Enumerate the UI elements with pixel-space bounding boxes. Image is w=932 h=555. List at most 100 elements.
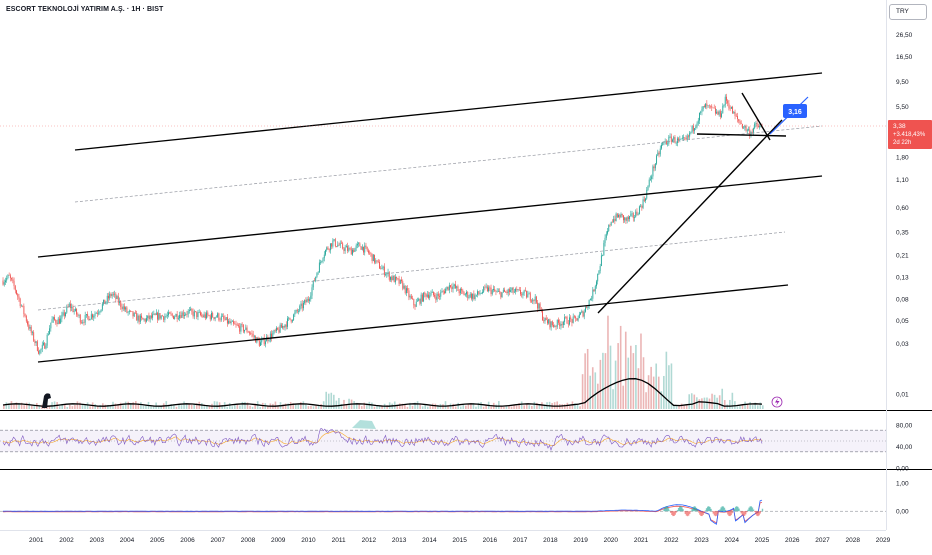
- currency-selector[interactable]: TRY: [889, 4, 927, 20]
- volume-bar: [465, 406, 467, 409]
- price-candle-body: [407, 288, 408, 290]
- price-candle-body: [520, 290, 521, 294]
- price-candle-body: [727, 101, 728, 104]
- price-candle-body: [605, 238, 606, 243]
- volume-bar: [115, 404, 117, 409]
- price-candle-body: [283, 326, 284, 328]
- price-candle-body: [395, 277, 396, 282]
- macd-tick-label: 0,00: [896, 509, 909, 516]
- price-candle-body: [7, 275, 8, 278]
- price-candle-body: [47, 335, 48, 346]
- price-candle-body: [231, 322, 232, 324]
- price-candle-body: [449, 285, 450, 290]
- rsi-tick-label: 40,00: [896, 444, 913, 451]
- price-candle-body: [632, 213, 633, 214]
- price-candle-body: [363, 247, 364, 253]
- price-candle-body: [478, 291, 479, 294]
- price-candle-body: [292, 320, 293, 321]
- price-candle-body: [297, 310, 298, 311]
- price-candle-body: [296, 310, 297, 313]
- price-candle-body: [426, 294, 427, 297]
- volume-bar: [495, 405, 497, 409]
- price-candle-body: [500, 292, 501, 297]
- price-candle-body: [608, 225, 609, 231]
- price-candle-body: [410, 296, 411, 297]
- price-candle-body: [74, 311, 75, 312]
- price-candle-body: [44, 343, 45, 349]
- price-candle-body: [514, 292, 515, 293]
- price-candle-body: [160, 313, 161, 319]
- price-candle-body: [655, 164, 656, 168]
- price-candle-body: [142, 318, 143, 320]
- price-candle-body: [272, 333, 273, 338]
- macd-hist-bar: [738, 509, 739, 512]
- price-candle-body: [526, 291, 527, 298]
- volume-bar: [699, 399, 701, 409]
- price-candle-body: [326, 247, 327, 250]
- price-candle-body: [124, 306, 125, 309]
- price-candle-body: [38, 351, 39, 354]
- price-candle-body: [211, 313, 212, 319]
- price-candle-body: [634, 217, 635, 218]
- volume-bar: [165, 401, 167, 409]
- price-candle-body: [16, 290, 17, 294]
- price-candle-body: [155, 314, 156, 315]
- price-candle-body: [530, 293, 531, 300]
- price-candle-body: [374, 255, 375, 263]
- price-candle-body: [746, 126, 747, 131]
- price-candle-body: [666, 141, 667, 144]
- price-candle-body: [195, 311, 196, 312]
- volume-bar: [313, 406, 315, 409]
- price-candle-body: [275, 330, 276, 331]
- price-candle-body: [755, 123, 756, 124]
- price-candle-body: [453, 286, 454, 289]
- price-candle-body: [439, 296, 440, 297]
- price-candle-body: [356, 245, 357, 248]
- price-candle-body: [698, 120, 699, 123]
- x-tick-label: 2001: [29, 537, 44, 544]
- macd-hist-bar: [760, 511, 761, 513]
- price-candle-body: [193, 312, 194, 317]
- price-candle-body: [732, 107, 733, 114]
- price-candle-body: [540, 304, 541, 310]
- price-candle-body: [150, 316, 151, 320]
- price-candle-body: [708, 106, 709, 107]
- price-candle-body: [229, 321, 230, 323]
- price-candle-body: [158, 313, 159, 320]
- price-candle-body: [638, 214, 639, 215]
- volume-bar: [252, 407, 254, 409]
- price-candle-body: [80, 315, 81, 323]
- price-candle-body: [481, 293, 482, 294]
- price-candle-body: [413, 299, 414, 305]
- price-candle-body: [676, 143, 677, 144]
- price-candle-body: [315, 277, 316, 281]
- price-candle-body: [510, 290, 511, 292]
- price-candle-body: [180, 315, 181, 318]
- price-candle-body: [96, 313, 97, 314]
- price-candle-body: [503, 290, 504, 292]
- price-candle-body: [451, 287, 452, 289]
- price-candle-body: [581, 311, 582, 312]
- volume-bar: [336, 401, 338, 409]
- price-candle-body: [226, 317, 227, 320]
- volume-bar: [158, 407, 160, 409]
- price-candle-body: [248, 332, 249, 333]
- price-candle-body: [19, 296, 20, 298]
- volume-bar: [89, 406, 91, 409]
- price-candle-body: [110, 294, 111, 296]
- price-candle-body: [265, 341, 266, 344]
- price-candle-body: [670, 137, 671, 138]
- price-candle-body: [596, 281, 597, 286]
- price-candle-body: [716, 112, 717, 114]
- price-candle-body: [182, 312, 183, 317]
- volume-bar: [26, 403, 28, 409]
- price-candle-body: [499, 291, 500, 292]
- price-candle-body: [45, 346, 46, 349]
- price-candle-body: [378, 261, 379, 262]
- price-candle-body: [23, 306, 24, 314]
- volume-bar: [285, 404, 287, 409]
- volume-bar: [638, 368, 640, 409]
- price-candle-body: [42, 345, 43, 349]
